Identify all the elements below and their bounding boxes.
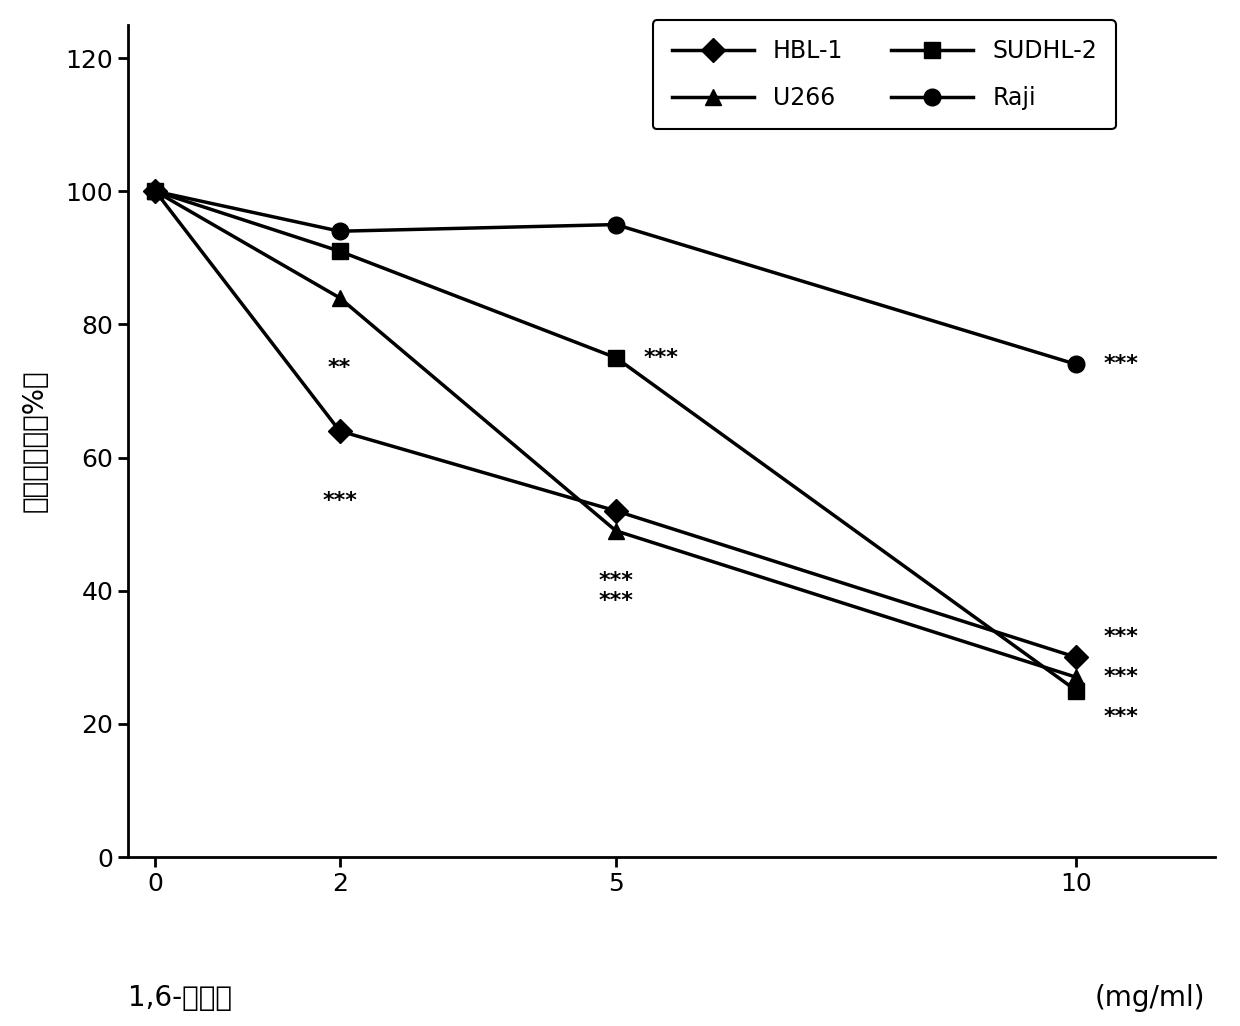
Text: (mg/ml): (mg/ml): [1095, 984, 1205, 1012]
Line: HBL-1: HBL-1: [148, 183, 1085, 666]
Text: ***: ***: [1104, 707, 1138, 727]
Legend: HBL-1, U266, SUDHL-2, Raji: HBL-1, U266, SUDHL-2, Raji: [652, 19, 1116, 129]
Raji: [332, 225, 347, 237]
Text: ***: ***: [599, 591, 634, 610]
U266: [609, 524, 624, 537]
Text: 1,6-己二醇: 1,6-己二醇: [128, 984, 232, 1012]
HBL-1: [332, 425, 347, 437]
Line: U266: U266: [148, 183, 1085, 685]
U266: [1069, 671, 1084, 683]
U266: [148, 185, 162, 197]
SUDHL-2: [1069, 684, 1084, 697]
HBL-1: [148, 185, 162, 197]
HBL-1: [1069, 652, 1084, 664]
Line: SUDHL-2: SUDHL-2: [148, 183, 1085, 699]
Text: ***: ***: [1104, 627, 1138, 647]
Line: Raji: Raji: [148, 183, 1085, 372]
Text: **: **: [329, 358, 351, 378]
HBL-1: [609, 505, 624, 517]
Raji: [148, 185, 162, 197]
Text: ***: ***: [1104, 354, 1138, 374]
Text: ***: ***: [644, 348, 678, 367]
Y-axis label: 相对细胞数（%）: 相对细胞数（%）: [21, 369, 48, 512]
U266: [332, 291, 347, 304]
SUDHL-2: [332, 245, 347, 258]
Raji: [609, 219, 624, 231]
Text: ***: ***: [322, 490, 357, 511]
Raji: [1069, 358, 1084, 370]
Text: ***: ***: [599, 570, 634, 591]
SUDHL-2: [609, 352, 624, 364]
SUDHL-2: [148, 185, 162, 197]
Text: ***: ***: [1104, 667, 1138, 687]
